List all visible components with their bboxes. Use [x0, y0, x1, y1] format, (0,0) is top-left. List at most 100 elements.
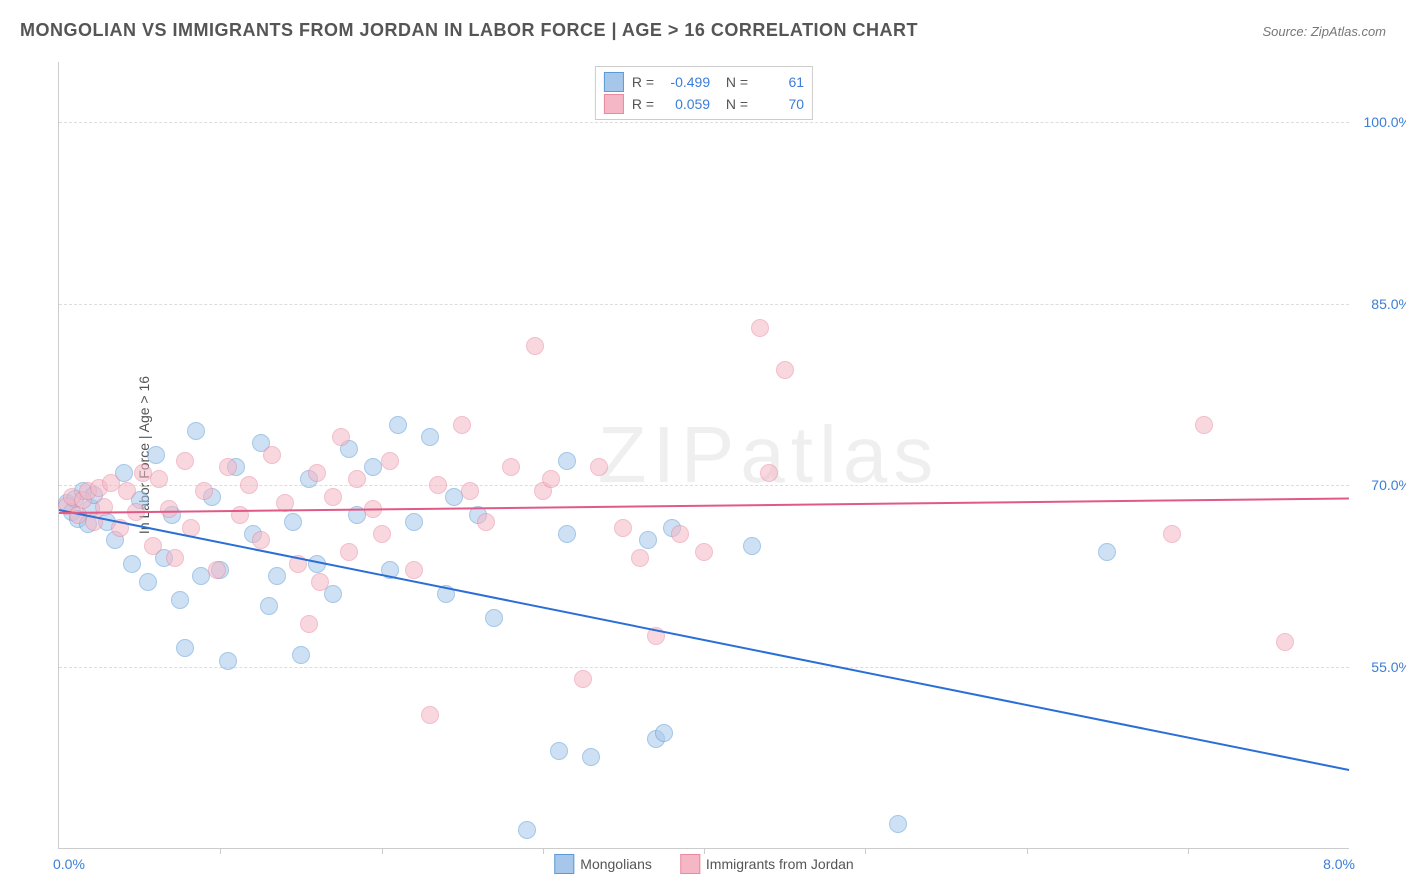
data-point: [655, 724, 673, 742]
x-tick: [382, 848, 383, 854]
watermark-text: ZIPatlas: [598, 409, 939, 501]
x-tick: [1188, 848, 1189, 854]
stat-n-value: 70: [756, 93, 804, 115]
data-point: [1195, 416, 1213, 434]
stat-r-label: R =: [632, 93, 654, 115]
data-point: [332, 428, 350, 446]
data-point: [260, 597, 278, 615]
legend-swatch: [680, 854, 700, 874]
correlation-stats-box: R = -0.499 N = 61R = 0.059 N = 70: [595, 66, 813, 120]
x-tick: [1027, 848, 1028, 854]
data-point: [453, 416, 471, 434]
series-swatch: [604, 94, 624, 114]
data-point: [558, 452, 576, 470]
data-point: [518, 821, 536, 839]
data-point: [208, 561, 226, 579]
gridline: [59, 304, 1349, 305]
gridline: [59, 122, 1349, 123]
stat-r-label: R =: [632, 71, 654, 93]
data-point: [502, 458, 520, 476]
data-point: [743, 537, 761, 555]
data-point: [144, 537, 162, 555]
data-point: [381, 452, 399, 470]
data-point: [268, 567, 286, 585]
data-point: [219, 652, 237, 670]
data-point: [421, 706, 439, 724]
legend-swatch: [554, 854, 574, 874]
data-point: [123, 555, 141, 573]
plot-area: ZIPatlas In Labor Force | Age > 16 55.0%…: [58, 62, 1349, 849]
stat-row: R = -0.499 N = 61: [604, 71, 804, 93]
stat-n-value: 61: [756, 71, 804, 93]
data-point: [160, 500, 178, 518]
data-point: [340, 543, 358, 561]
data-point: [695, 543, 713, 561]
x-tick: [220, 848, 221, 854]
data-point: [671, 525, 689, 543]
data-point: [405, 561, 423, 579]
y-tick-label: 55.0%: [1355, 659, 1406, 675]
data-point: [176, 639, 194, 657]
x-tick: [865, 848, 866, 854]
data-point: [1098, 543, 1116, 561]
data-point: [582, 748, 600, 766]
data-point: [308, 464, 326, 482]
data-point: [639, 531, 657, 549]
data-point: [760, 464, 778, 482]
data-point: [150, 470, 168, 488]
legend-item: Immigrants from Jordan: [680, 854, 854, 874]
stat-n-label: N =: [718, 71, 748, 93]
legend-item: Mongolians: [554, 854, 652, 874]
data-point: [373, 525, 391, 543]
data-point: [324, 488, 342, 506]
data-point: [187, 422, 205, 440]
source-attribution: Source: ZipAtlas.com: [1262, 24, 1386, 39]
data-point: [550, 742, 568, 760]
data-point: [389, 416, 407, 434]
data-point: [751, 319, 769, 337]
data-point: [1276, 633, 1294, 651]
data-point: [219, 458, 237, 476]
stat-n-label: N =: [718, 93, 748, 115]
data-point: [176, 452, 194, 470]
data-point: [263, 446, 281, 464]
data-point: [147, 446, 165, 464]
data-point: [1163, 525, 1181, 543]
y-tick-label: 100.0%: [1355, 114, 1406, 130]
chart-title: MONGOLIAN VS IMMIGRANTS FROM JORDAN IN L…: [20, 20, 918, 41]
data-point: [614, 519, 632, 537]
data-point: [631, 549, 649, 567]
stat-r-value: -0.499: [662, 71, 710, 93]
data-point: [542, 470, 560, 488]
data-point: [300, 615, 318, 633]
data-point: [526, 337, 544, 355]
data-point: [429, 476, 447, 494]
data-point: [171, 591, 189, 609]
data-point: [292, 646, 310, 664]
data-point: [405, 513, 423, 531]
data-point: [776, 361, 794, 379]
x-axis-min-label: 0.0%: [53, 856, 85, 872]
legend: Mongolians Immigrants from Jordan: [554, 854, 853, 874]
series-swatch: [604, 72, 624, 92]
data-point: [284, 513, 302, 531]
data-point: [118, 482, 136, 500]
x-axis-max-label: 8.0%: [1323, 856, 1355, 872]
data-point: [311, 573, 329, 591]
data-point: [348, 470, 366, 488]
data-point: [166, 549, 184, 567]
stat-row: R = 0.059 N = 70: [604, 93, 804, 115]
stat-r-value: 0.059: [662, 93, 710, 115]
data-point: [485, 609, 503, 627]
data-point: [461, 482, 479, 500]
data-point: [421, 428, 439, 446]
data-point: [590, 458, 608, 476]
y-tick-label: 85.0%: [1355, 296, 1406, 312]
data-point: [240, 476, 258, 494]
data-point: [139, 573, 157, 591]
legend-label: Immigrants from Jordan: [706, 856, 854, 872]
gridline: [59, 667, 1349, 668]
data-point: [574, 670, 592, 688]
trend-line: [59, 497, 1349, 514]
legend-label: Mongolians: [580, 856, 652, 872]
